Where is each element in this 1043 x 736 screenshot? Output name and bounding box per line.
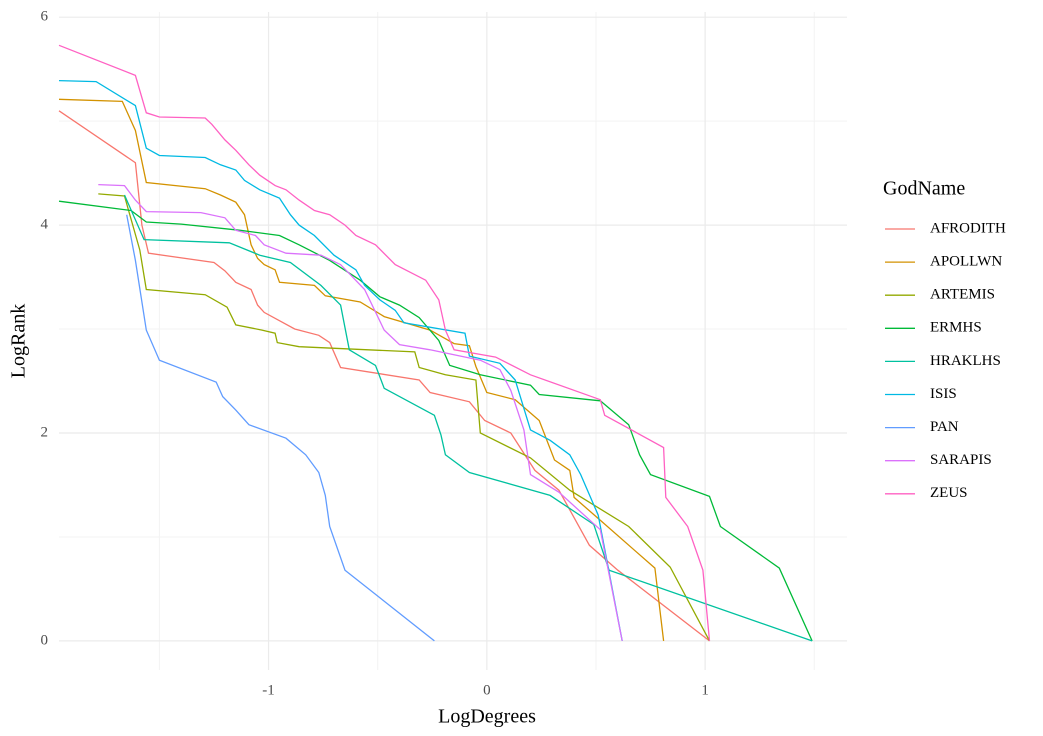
legend-label: AFRODITH xyxy=(930,220,1006,236)
legend-label: HRAKLHS xyxy=(930,353,1001,369)
x-axis-title: LogDegrees xyxy=(438,706,536,728)
legend-label: ISIS xyxy=(930,386,957,402)
legend-label: ARTEMIS xyxy=(930,287,995,303)
series-line xyxy=(98,183,623,642)
legend-label: PAN xyxy=(930,419,959,435)
legend-label: ZEUS xyxy=(930,485,968,501)
series-line xyxy=(58,44,711,641)
y-axis-title: LogRank xyxy=(8,304,30,378)
series-line xyxy=(58,79,623,642)
series-line xyxy=(98,193,711,642)
series-line xyxy=(58,98,665,641)
y-tick-label: 2 xyxy=(41,424,49,440)
series-line xyxy=(58,200,813,642)
x-tick-label: -1 xyxy=(262,682,275,698)
legend-label: ERMHS xyxy=(930,320,982,336)
y-tick-label: 4 xyxy=(41,217,49,233)
series-line xyxy=(58,110,710,642)
y-tick-label: 0 xyxy=(41,632,49,648)
series-line xyxy=(126,214,435,642)
grid xyxy=(59,12,847,670)
y-tick-label: 6 xyxy=(41,9,49,25)
series-line xyxy=(123,194,813,642)
legend-label: APOLLWN xyxy=(930,254,1002,270)
x-tick-label: 1 xyxy=(701,682,709,698)
x-tick-label: 0 xyxy=(483,682,491,698)
legend-title: GodName xyxy=(883,178,965,200)
legend-label: SARAPIS xyxy=(930,452,992,468)
